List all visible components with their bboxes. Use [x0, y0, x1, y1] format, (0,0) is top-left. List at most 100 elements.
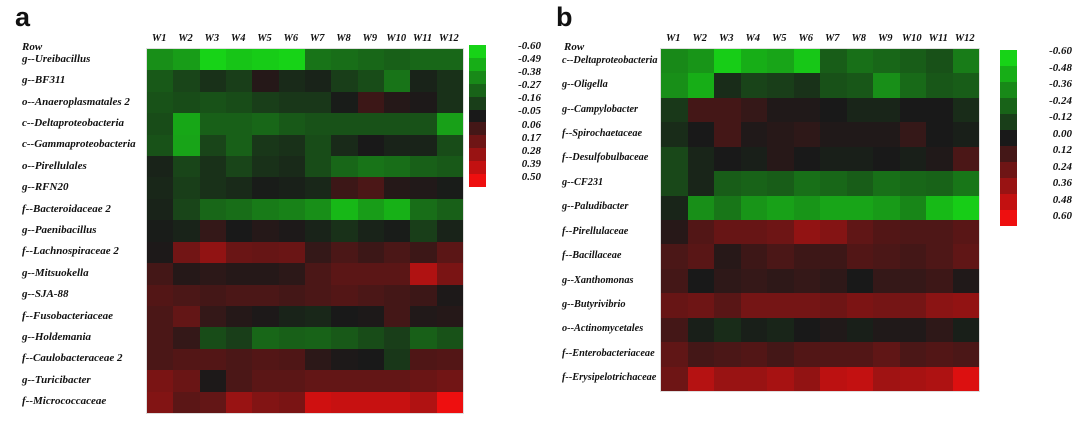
heatmap-cell: [952, 317, 979, 343]
colorbar-step: [1000, 130, 1017, 146]
heatmap-cell: [331, 263, 358, 285]
heatmap-cell: [173, 327, 200, 349]
heatmap-cell: [278, 241, 305, 264]
heatmap-cell: [357, 370, 384, 392]
column-header: W8: [851, 33, 867, 44]
heatmap-cell: [926, 366, 953, 391]
heatmap-cell: [384, 70, 411, 92]
heatmap-cell: [846, 171, 873, 196]
heatmap-cell: [305, 263, 332, 285]
colorbar-step: [469, 45, 486, 58]
heatmap-cell: [147, 348, 174, 371]
heatmap-cell: [305, 391, 332, 413]
heatmap-cell: [661, 171, 688, 196]
colorbar-tick-label: 0.00: [1052, 127, 1072, 140]
panel-a-colorbar: [469, 45, 486, 187]
heatmap-cell: [226, 284, 253, 306]
row-label: g--RFN20: [22, 181, 69, 194]
heatmap-cell: [278, 263, 305, 285]
panel-b-row-header: Row: [564, 41, 585, 53]
heatmap-cell: [278, 370, 305, 392]
colorbar-tick-label: 0.48: [1052, 193, 1072, 206]
heatmap-cell: [199, 348, 226, 371]
colorbar-step: [469, 96, 486, 110]
column-header: W2: [692, 33, 708, 44]
heatmap-cell: [740, 293, 767, 318]
heatmap-cell: [226, 305, 253, 328]
heatmap-cell: [436, 220, 463, 242]
heatmap-cell: [740, 317, 767, 343]
heatmap-cell: [331, 49, 358, 71]
heatmap-cell: [226, 91, 253, 114]
heatmap-cell: [252, 327, 279, 349]
heatmap-cell: [687, 171, 714, 196]
heatmap-cell: [357, 284, 384, 306]
heatmap-cell: [410, 113, 437, 135]
heatmap-cell: [226, 198, 253, 221]
heatmap-cell: [793, 268, 820, 294]
heatmap-cell: [714, 73, 741, 98]
heatmap-cell: [926, 220, 953, 245]
heatmap-cell: [173, 263, 200, 285]
heatmap-cell: [252, 348, 279, 371]
heatmap-cell: [952, 220, 979, 245]
row-label: c--Deltaproteobacteria: [562, 54, 658, 66]
heatmap-cell: [410, 241, 437, 264]
heatmap-cell: [899, 268, 926, 294]
heatmap-cell: [436, 198, 463, 221]
row-label: o--Anaeroplasmatales 2: [22, 95, 130, 108]
colorbar-tick-label: 0.39: [521, 157, 541, 170]
heatmap-cell: [331, 391, 358, 413]
heatmap-cell: [899, 220, 926, 245]
heatmap-cell: [305, 113, 332, 135]
heatmap-cell: [767, 195, 794, 220]
heatmap-cell: [305, 370, 332, 392]
heatmap-cell: [436, 348, 463, 371]
heatmap-cell: [926, 171, 953, 196]
heatmap-cell: [305, 49, 332, 71]
heatmap-cell: [767, 97, 794, 123]
heatmap-cell: [767, 73, 794, 98]
heatmap-cell: [410, 177, 437, 199]
heatmap-cell: [793, 244, 820, 269]
heatmap-cell: [384, 134, 411, 157]
heatmap-cell: [199, 91, 226, 114]
heatmap-cell: [305, 241, 332, 264]
heatmap-cell: [846, 97, 873, 123]
heatmap-cell: [357, 305, 384, 328]
colorbar-tick-label: -0.48: [1049, 61, 1072, 74]
row-label: g--Turicibacter: [22, 373, 91, 386]
heatmap-cell: [793, 220, 820, 245]
heatmap-cell: [873, 293, 900, 318]
row-label: c--Deltaproteobacteria: [22, 116, 125, 129]
heatmap-cell: [252, 91, 279, 114]
heatmap-cell: [331, 91, 358, 114]
heatmap-cell: [226, 134, 253, 157]
heatmap-cell: [278, 91, 305, 114]
colorbar-tick-label: 0.50: [521, 170, 541, 183]
heatmap-cell: [873, 73, 900, 98]
heatmap-cell: [384, 177, 411, 199]
heatmap-cell: [173, 305, 200, 328]
heatmap-cell: [740, 220, 767, 245]
heatmap-cell: [357, 348, 384, 371]
heatmap-cell: [714, 171, 741, 196]
heatmap-cell: [357, 198, 384, 221]
heatmap-cell: [252, 70, 279, 92]
heatmap-cell: [331, 241, 358, 264]
heatmap-cell: [173, 284, 200, 306]
heatmap-cell: [199, 327, 226, 349]
heatmap-cell: [873, 244, 900, 269]
heatmap-cell: [252, 156, 279, 178]
panel-b-row-labels: c--Deltaproteobacteria g--Oligella g--Camp…: [562, 48, 659, 390]
panel-a-colorbar-ticks: -0.60 -0.49 -0.38 -0.27 -0.16 -0.05 0.06 0.17 0.…: [489, 41, 541, 183]
heatmap-cell: [926, 122, 953, 147]
heatmap-cell: [410, 91, 437, 114]
heatmap-cell: [278, 391, 305, 413]
colorbar-tick-label: -0.60: [518, 40, 541, 52]
heatmap-cell: [926, 268, 953, 294]
heatmap-cell: [305, 70, 332, 92]
row-label: f--Lachnospiraceae 2: [22, 245, 119, 258]
heatmap-cell: [793, 293, 820, 318]
heatmap-cell: [873, 317, 900, 343]
